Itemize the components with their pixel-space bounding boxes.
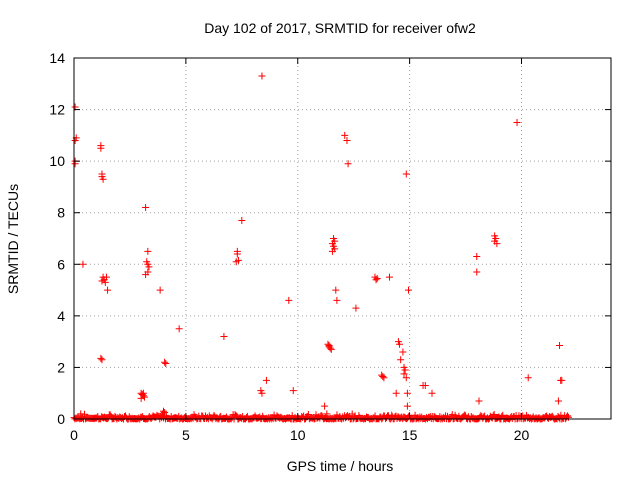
data-point	[71, 137, 79, 145]
baseline-point	[490, 410, 498, 418]
data-point	[139, 389, 147, 397]
data-point	[341, 131, 349, 139]
baseline-point	[77, 410, 85, 418]
baseline-point	[333, 411, 341, 419]
data-point	[402, 374, 410, 382]
data-point	[403, 402, 411, 410]
data-point	[321, 402, 329, 410]
data-point	[175, 325, 183, 333]
data-point	[325, 342, 333, 350]
data-point	[399, 348, 407, 356]
data-point	[104, 286, 112, 294]
data-point	[558, 376, 566, 384]
chart-title: Day 102 of 2017, SRMTID for receiver ofw…	[204, 20, 476, 36]
x-tick-label: 15	[402, 427, 418, 443]
data-point	[402, 170, 410, 178]
data-point	[405, 286, 413, 294]
data-point	[97, 144, 105, 152]
x-tick-label: 20	[514, 427, 530, 443]
data-points	[70, 72, 572, 423]
data-point	[421, 381, 429, 389]
data-point	[372, 276, 380, 284]
data-point	[258, 389, 266, 397]
data-point	[145, 263, 153, 271]
y-axis-label: SRMTID / TECUs	[5, 184, 21, 294]
data-point	[258, 72, 266, 80]
data-point	[98, 356, 106, 364]
data-point	[343, 137, 351, 145]
data-point	[513, 118, 521, 126]
data-point	[333, 296, 341, 304]
data-point	[97, 354, 105, 362]
data-point	[373, 274, 381, 282]
data-point	[234, 256, 242, 264]
data-point	[144, 247, 152, 255]
data-point	[142, 204, 150, 212]
data-point	[524, 374, 532, 382]
baseline-point	[323, 410, 331, 418]
baseline-point	[448, 411, 456, 419]
data-point	[493, 240, 501, 248]
data-point	[403, 389, 411, 397]
data-point	[327, 345, 335, 353]
data-point	[554, 397, 562, 405]
baseline-point	[106, 411, 114, 419]
data-point	[137, 394, 145, 402]
data-point	[473, 253, 481, 261]
grid-lines	[74, 58, 611, 419]
data-point	[385, 273, 393, 281]
plot-frame	[73, 57, 612, 420]
data-point	[98, 277, 106, 285]
data-point	[473, 268, 481, 276]
data-point	[401, 366, 409, 374]
y-tick-label: 0	[57, 411, 65, 427]
baseline-point	[564, 413, 572, 421]
y-tick-label: 4	[57, 308, 65, 324]
data-point	[332, 286, 340, 294]
data-point	[289, 387, 297, 395]
y-tick-label: 2	[57, 359, 65, 375]
data-point	[344, 160, 352, 168]
data-point	[142, 271, 150, 279]
data-point	[162, 360, 170, 368]
baseline-point	[388, 411, 396, 419]
data-point	[285, 296, 293, 304]
data-point	[392, 389, 400, 397]
baseline-point	[158, 410, 166, 418]
data-point	[99, 175, 107, 183]
y-tick-label: 8	[57, 205, 65, 221]
x-axis-label: GPS time / hours	[287, 458, 394, 474]
data-point	[475, 397, 483, 405]
y-tick-label: 14	[49, 50, 65, 66]
baseline-point	[564, 412, 572, 420]
data-point	[352, 304, 360, 312]
data-point	[380, 374, 388, 382]
x-tick-label: 10	[290, 427, 306, 443]
data-point	[400, 370, 408, 378]
data-point	[379, 372, 387, 380]
data-point	[140, 393, 148, 401]
x-tick-label: 0	[70, 427, 78, 443]
data-point	[396, 340, 404, 348]
data-point	[428, 389, 436, 397]
data-point	[220, 332, 228, 340]
data-point	[101, 278, 109, 286]
data-point	[262, 376, 270, 384]
data-point	[556, 342, 564, 350]
data-point	[161, 358, 169, 366]
data-point	[328, 247, 336, 255]
data-point	[233, 250, 241, 258]
baseline-point	[348, 410, 356, 418]
y-tick-label: 12	[49, 102, 65, 118]
x-tick-label: 5	[182, 427, 190, 443]
data-point	[238, 216, 246, 224]
data-point	[156, 286, 164, 294]
data-point	[397, 356, 405, 364]
data-point	[102, 273, 110, 281]
data-point	[79, 260, 87, 268]
y-tick-label: 6	[57, 256, 65, 272]
axes: 0 5 10 15 20 0 2 4 6 8 10 12 14	[49, 50, 611, 443]
y-tick-label: 10	[49, 153, 65, 169]
